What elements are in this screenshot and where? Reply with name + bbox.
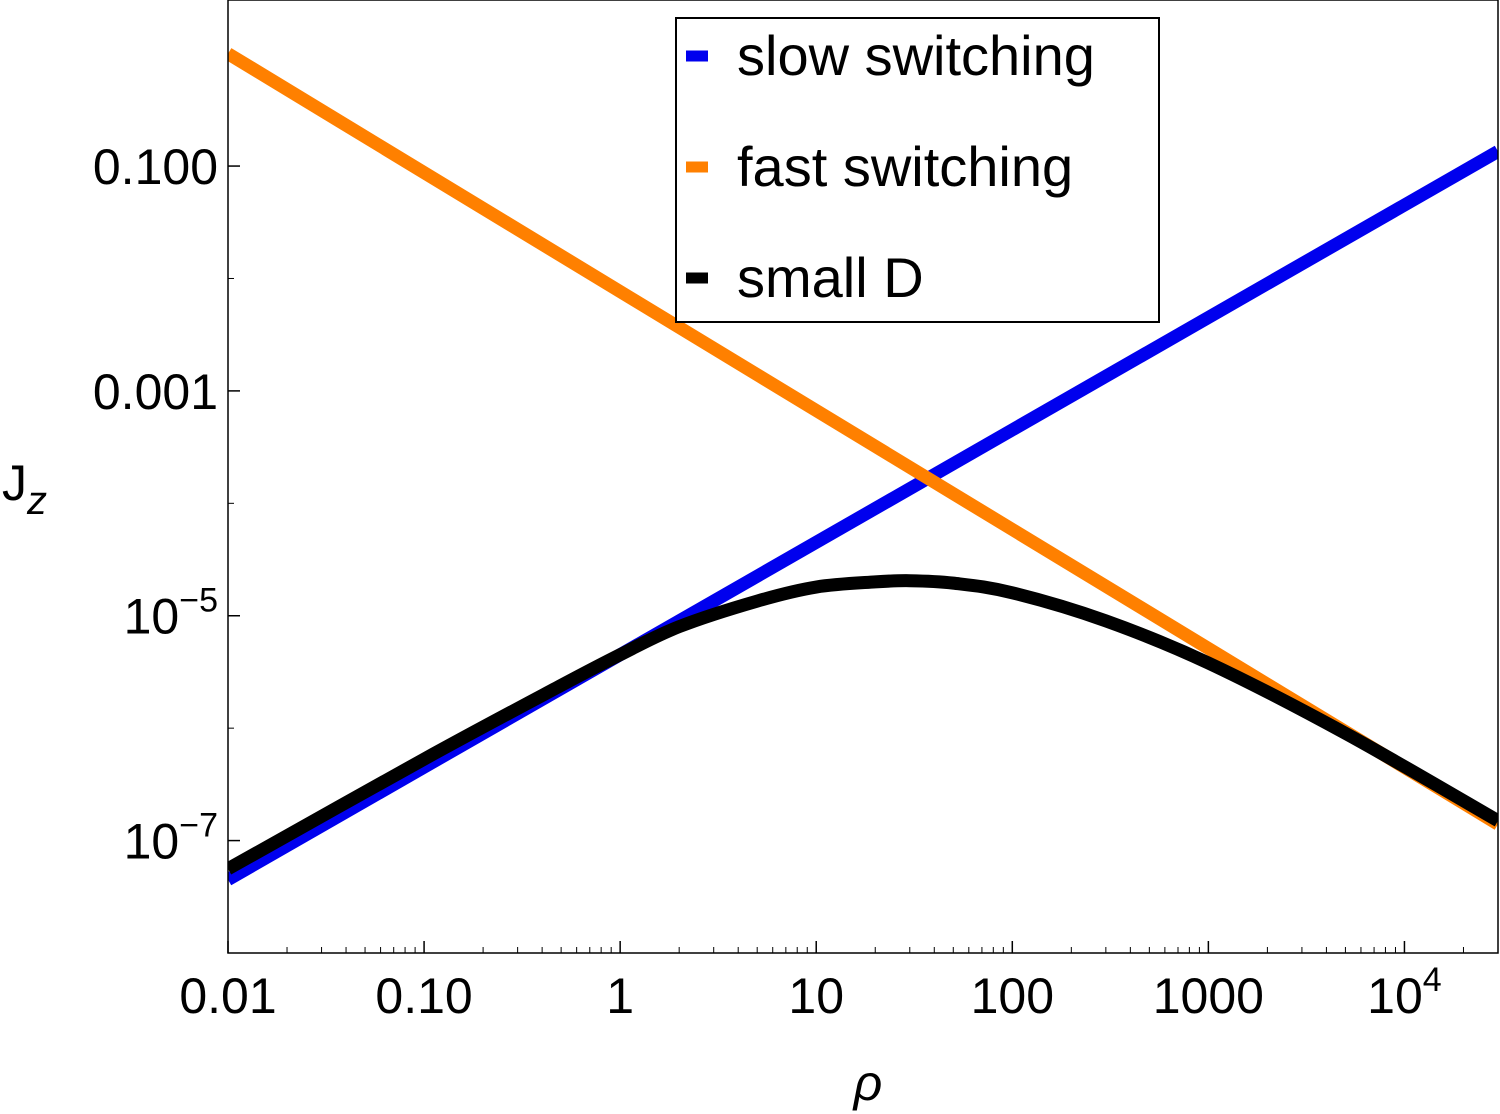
series-line-small-d <box>228 574 1498 875</box>
y-tick-label: 10−5 <box>124 582 218 645</box>
x-tick-label: 104 <box>1367 961 1442 1024</box>
y-tick-label: 10−7 <box>124 807 218 870</box>
plot-frame <box>227 0 1499 954</box>
y-tick-label: 0.001 <box>93 364 218 420</box>
y-axis-label-main: J <box>2 455 27 511</box>
x-tick-label: 0.10 <box>375 968 472 1024</box>
legend-label: slow switching <box>737 24 1095 87</box>
legend-label: small D <box>737 246 924 309</box>
major-ticks <box>227 165 1406 953</box>
x-tick-label: 10 <box>788 968 844 1024</box>
minor-ticks <box>228 53 1464 953</box>
x-axis-label: ρ <box>852 1055 883 1111</box>
y-axis-label: Jz <box>2 455 47 523</box>
x-tick-label: 1 <box>606 968 634 1024</box>
series-layer <box>228 48 1498 886</box>
series-line-slow-switching <box>228 145 1498 886</box>
x-tick-label: 0.01 <box>179 968 276 1024</box>
legend-label: fast switching <box>737 135 1073 198</box>
legend: slow switching fast switching small D <box>675 17 1160 323</box>
legend-box <box>675 17 1160 323</box>
x-tick-label: 1000 <box>1153 968 1264 1024</box>
tick-labels: 0.01 0.10 1 10 100 1000 104 0.100 0.001 10−5 10−7 <box>93 139 1442 1024</box>
x-tick-label: 100 <box>971 968 1054 1024</box>
y-tick-label: 0.100 <box>93 139 218 195</box>
y-axis-label-subscript: z <box>26 479 47 523</box>
